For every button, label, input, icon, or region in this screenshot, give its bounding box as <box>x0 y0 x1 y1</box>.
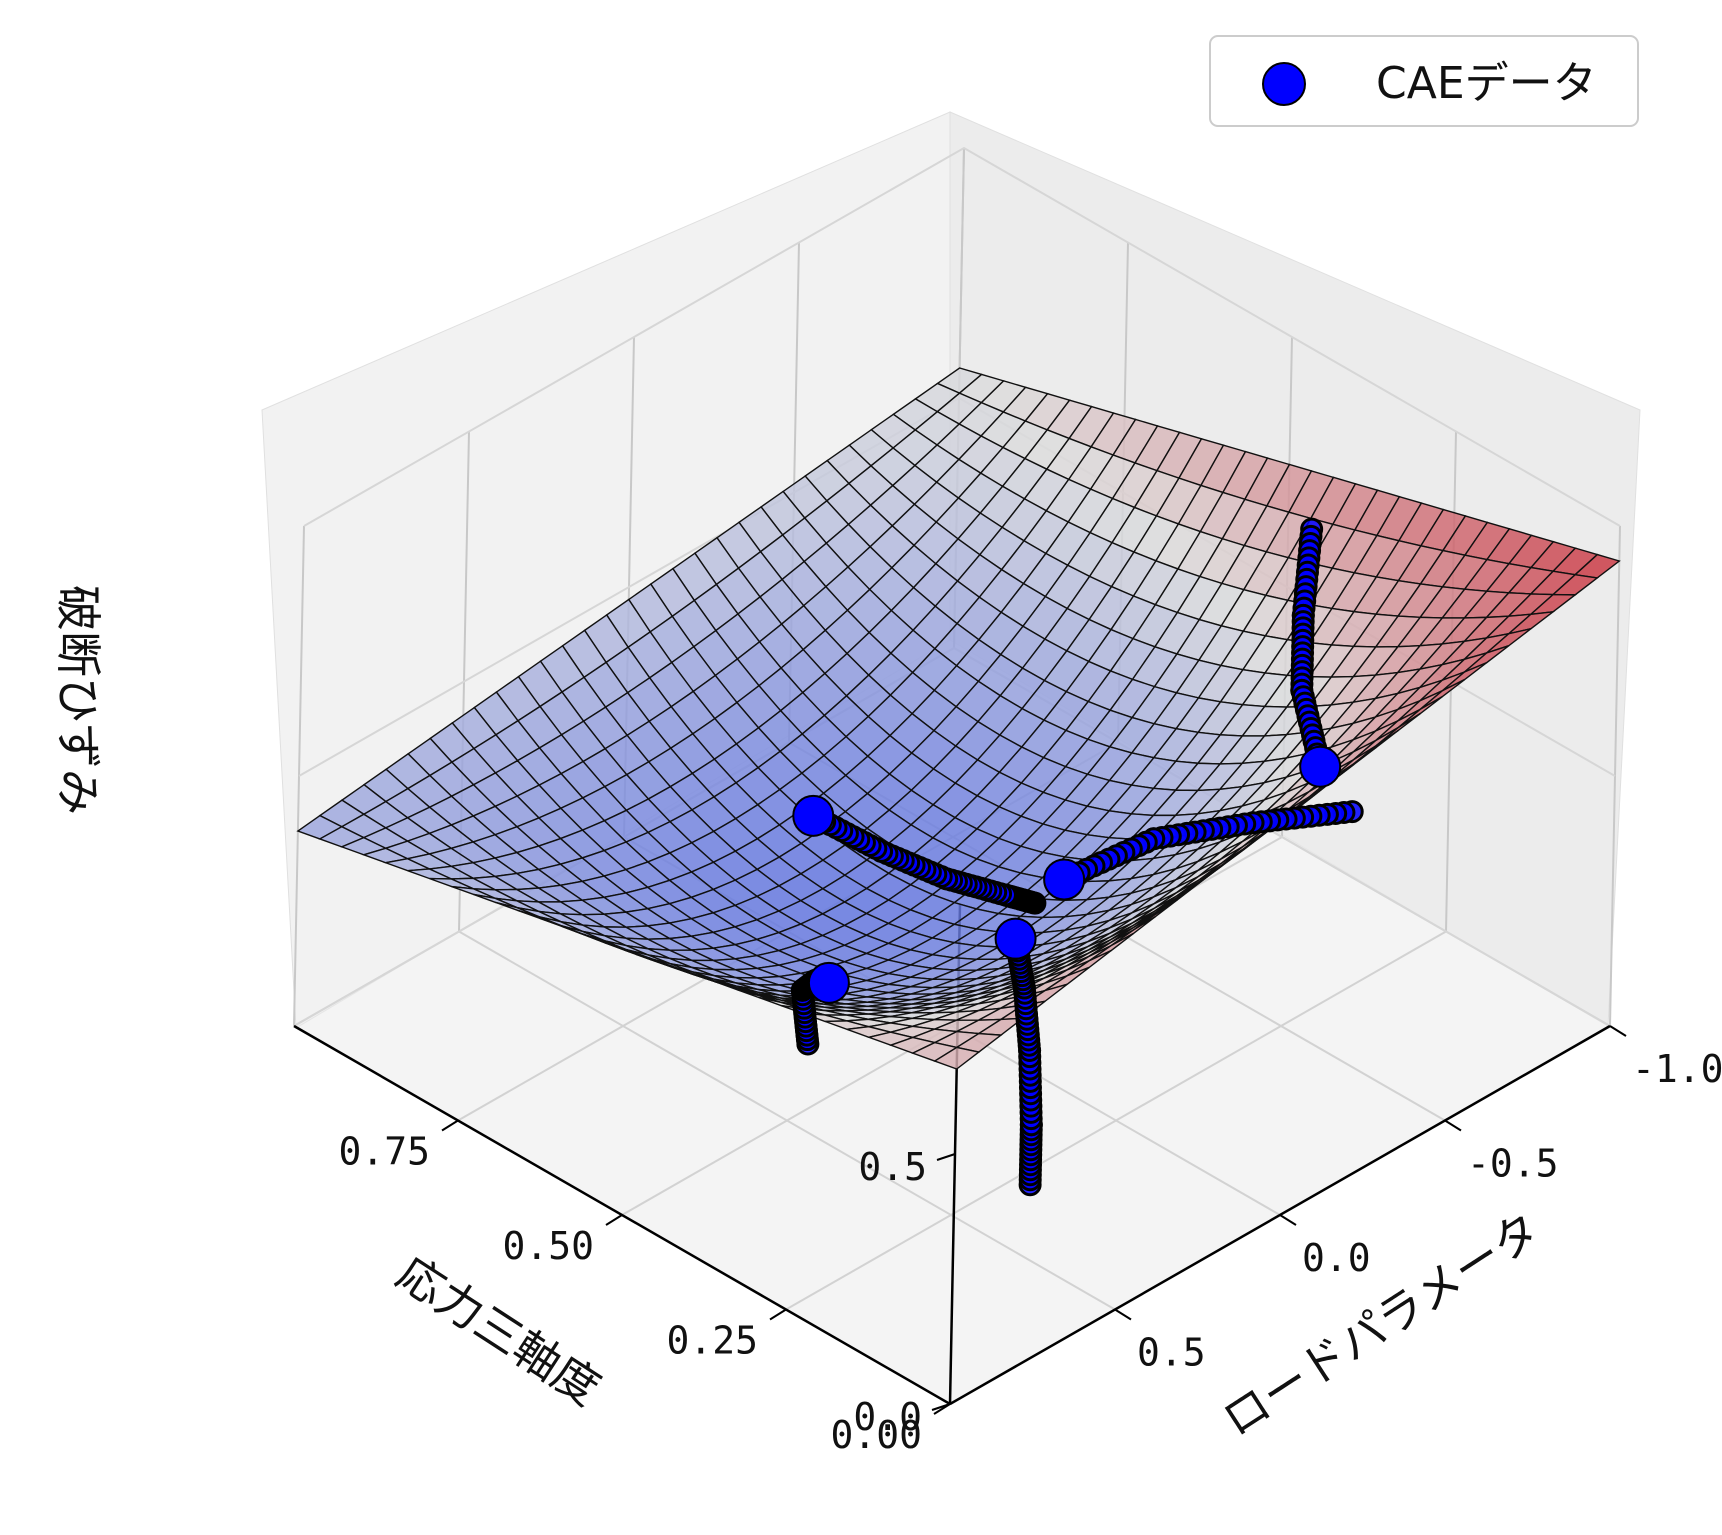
y-tick-mark <box>1279 1214 1297 1226</box>
surface-mesh <box>296 367 1621 1070</box>
x-tick-mark <box>605 1214 623 1226</box>
legend-label: CAEデータ <box>1376 58 1597 109</box>
y-axis-label: ロードパラメータ <box>1213 1202 1550 1447</box>
floor-grid-line <box>458 930 1116 1311</box>
z-axis-label: 破断ひずみ <box>51 585 105 815</box>
tick-label: 0.50 <box>502 1224 594 1268</box>
wall-grid-line <box>303 146 1621 527</box>
tick-labels: 0.00 0.25 0.50 0.75 -1.0 -0.5 0.0 0.5 0.0 0.5 <box>338 1025 1722 1457</box>
x-tick-mark <box>441 1119 459 1132</box>
data-point-endpoint <box>807 961 850 1004</box>
data-point-endpoint <box>994 917 1037 960</box>
y-tick-mark <box>1609 1025 1627 1037</box>
data-point-endpoint <box>792 794 835 837</box>
z-tick-mark <box>931 1403 951 1411</box>
x-axis-label: 応力三軸度 <box>388 1245 610 1416</box>
tick-label: -1.0 <box>1632 1047 1722 1091</box>
data-point-endpoint <box>1299 745 1342 788</box>
tick-label: 0.0 <box>1302 1236 1371 1280</box>
tick-label: 0.0 <box>853 1395 922 1439</box>
x-tick-mark <box>769 1308 787 1321</box>
legend: CAEデータ <box>1209 35 1639 127</box>
y-tick-mark <box>1114 1308 1132 1321</box>
z-tick-mark <box>936 1153 956 1161</box>
scatter-points <box>790 517 1364 1197</box>
legend-marker <box>1262 62 1306 106</box>
surface-cell <box>933 1046 981 1070</box>
tick-label: 0.25 <box>666 1319 758 1363</box>
tick-label: 0.5 <box>858 1145 927 1189</box>
tick-label: 0.5 <box>1137 1331 1206 1375</box>
tick-label: 0.00 <box>830 1413 922 1457</box>
legend-box <box>1209 35 1639 127</box>
tick-label: 0.75 <box>338 1130 430 1174</box>
data-point-endpoint <box>1043 858 1086 901</box>
tick-label: -0.5 <box>1467 1142 1559 1186</box>
y-tick-mark <box>1444 1119 1462 1132</box>
